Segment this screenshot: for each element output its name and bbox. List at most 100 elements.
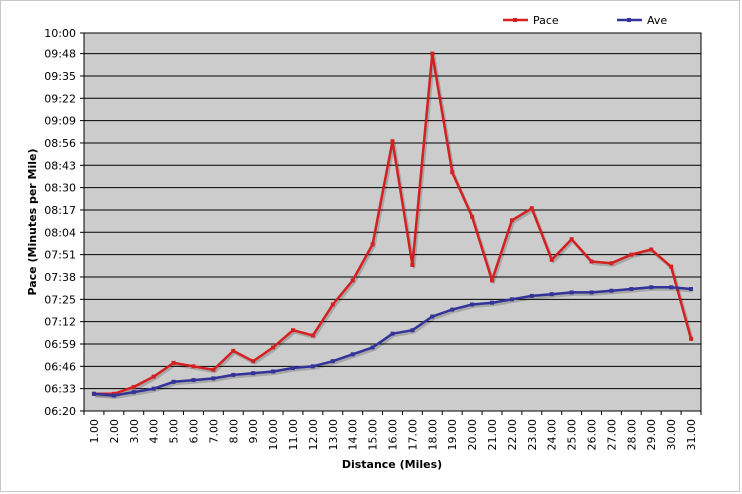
data-point-ave-23 — [549, 292, 554, 297]
x-tick-label-4: 5.00 — [168, 419, 181, 444]
data-point-pace-12 — [330, 302, 335, 307]
y-tick-label-6: 07:38 — [44, 271, 76, 284]
data-point-ave-28 — [649, 285, 654, 290]
data-point-pace-15 — [390, 139, 395, 144]
y-tick-label-14: 09:22 — [44, 92, 76, 105]
legend-item-pace: Pace — [503, 14, 559, 27]
x-tick-label-10: 11.00 — [287, 419, 300, 451]
data-point-ave-1 — [111, 393, 116, 398]
data-point-ave-30 — [689, 287, 694, 292]
data-point-pace-27 — [629, 252, 634, 257]
x-axis-title: Distance (Miles) — [342, 458, 442, 471]
x-tick-label-15: 16.00 — [387, 419, 400, 451]
x-tick-label-25: 26.00 — [586, 419, 599, 451]
plot-area — [84, 33, 701, 411]
y-tick-label-1: 06:33 — [44, 383, 76, 396]
x-tick-label-28: 29.00 — [645, 419, 658, 451]
y-tick-label-0: 06:20 — [44, 405, 76, 418]
data-point-ave-19 — [470, 302, 475, 307]
x-tick-label-8: 9.00 — [247, 419, 260, 444]
x-tick-label-13: 14.00 — [347, 419, 360, 451]
data-point-pace-7 — [231, 348, 236, 353]
data-point-ave-27 — [629, 287, 634, 292]
data-point-ave-9 — [271, 369, 276, 374]
data-point-ave-6 — [211, 376, 216, 381]
data-point-ave-10 — [290, 366, 295, 371]
legend-item-ave: Ave — [617, 14, 667, 27]
data-point-ave-17 — [430, 314, 435, 319]
x-tick-label-26: 27.00 — [605, 419, 618, 451]
data-point-pace-22 — [529, 206, 534, 211]
data-point-pace-13 — [350, 278, 355, 283]
y-tick-label-17: 10:00 — [44, 27, 76, 40]
y-tick-label-11: 08:43 — [44, 159, 76, 172]
x-tick-label-9: 10.00 — [267, 419, 280, 451]
y-tick-label-3: 06:59 — [44, 338, 76, 351]
data-point-pace-25 — [589, 259, 594, 264]
data-point-pace-28 — [649, 247, 654, 252]
data-point-pace-2 — [131, 384, 136, 389]
data-point-ave-18 — [450, 307, 455, 312]
x-tick-label-24: 25.00 — [566, 419, 579, 451]
x-tick-label-19: 20.00 — [466, 419, 479, 451]
x-tick-label-0: 1.00 — [88, 419, 101, 444]
data-point-ave-8 — [251, 371, 256, 376]
y-tick-label-12: 08:56 — [44, 137, 76, 150]
data-point-pace-3 — [151, 374, 156, 379]
x-tick-label-30: 31.00 — [685, 419, 698, 451]
x-tick-label-3: 4.00 — [148, 419, 161, 444]
y-tick-label-7: 07:51 — [44, 249, 76, 262]
data-point-pace-21 — [509, 218, 514, 223]
data-point-ave-26 — [609, 288, 614, 293]
data-point-ave-22 — [529, 293, 534, 298]
data-point-ave-20 — [490, 300, 495, 305]
data-point-ave-3 — [151, 386, 156, 391]
legend-marker-pace — [513, 18, 517, 22]
data-point-pace-16 — [410, 262, 415, 267]
x-tick-label-14: 15.00 — [367, 419, 380, 451]
data-point-ave-13 — [350, 352, 355, 357]
y-tick-label-2: 06:46 — [44, 360, 76, 373]
data-point-ave-0 — [91, 391, 96, 396]
x-tick-label-27: 28.00 — [625, 419, 638, 451]
data-point-pace-29 — [669, 264, 674, 269]
x-tick-label-11: 12.00 — [307, 419, 320, 451]
data-point-pace-14 — [370, 242, 375, 247]
data-point-pace-24 — [569, 237, 574, 242]
x-tick-label-2: 3.00 — [128, 419, 141, 444]
data-point-pace-5 — [191, 364, 196, 369]
y-tick-label-4: 07:12 — [44, 316, 76, 329]
data-point-pace-19 — [470, 214, 475, 219]
plot-border — [83, 32, 702, 412]
data-point-pace-6 — [211, 367, 216, 372]
data-point-ave-14 — [370, 345, 375, 350]
legend-label-ave: Ave — [647, 14, 667, 27]
y-tick-label-5: 07:25 — [44, 293, 76, 306]
x-tick-label-5: 6.00 — [187, 419, 200, 444]
data-point-pace-10 — [290, 328, 295, 333]
x-axis-ticks: 1.00 2.00 3.00 4.00 5.00 6.00 7.00 8.00 9.00 10.0… — [83, 411, 702, 451]
y-tick-label-16: 09:48 — [44, 48, 76, 61]
data-point-pace-4 — [171, 360, 176, 365]
data-point-pace-18 — [450, 170, 455, 175]
x-tick-label-17: 18.00 — [426, 419, 439, 451]
data-point-pace-30 — [689, 336, 694, 341]
data-point-ave-4 — [171, 379, 176, 384]
data-point-ave-12 — [330, 359, 335, 364]
x-tick-label-12: 13.00 — [327, 419, 340, 451]
x-tick-label-1: 2.00 — [108, 419, 121, 444]
data-point-ave-16 — [410, 328, 415, 333]
data-point-ave-5 — [191, 378, 196, 383]
data-point-ave-11 — [310, 364, 315, 369]
data-point-pace-8 — [251, 359, 256, 364]
x-tick-label-7: 8.00 — [227, 419, 240, 444]
data-point-pace-20 — [490, 278, 495, 283]
y-tick-label-13: 09:09 — [44, 115, 76, 128]
data-point-ave-29 — [669, 285, 674, 290]
data-point-ave-15 — [390, 331, 395, 336]
x-tick-label-29: 30.00 — [665, 419, 678, 451]
y-tick-label-10: 08:30 — [44, 182, 76, 195]
data-point-ave-7 — [231, 372, 236, 377]
x-tick-label-18: 19.00 — [446, 419, 459, 451]
